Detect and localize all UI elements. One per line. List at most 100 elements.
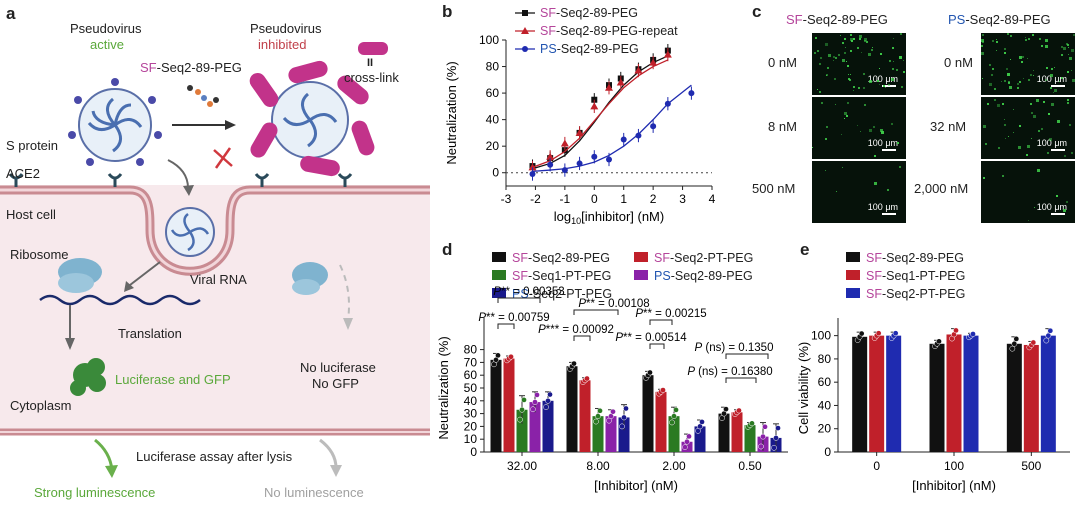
gfp-speckle <box>859 35 862 38</box>
replicate-point <box>936 338 942 345</box>
replicate-point <box>773 435 779 441</box>
gfp-speckle <box>981 45 983 47</box>
gfp-speckle <box>1004 80 1006 82</box>
gfp-speckle <box>1004 48 1006 50</box>
translation-label: Translation <box>118 326 182 341</box>
s-protein-label: S protein <box>6 138 59 153</box>
gfp-speckle <box>1046 67 1048 69</box>
bracket <box>573 309 619 315</box>
gfp-speckle <box>994 99 996 101</box>
gfp-speckle <box>835 104 836 105</box>
gfp-speckle <box>849 79 851 81</box>
gfp-speckle <box>1054 89 1057 92</box>
bar <box>542 400 554 452</box>
gfp-speckle <box>1002 103 1004 105</box>
gfp-speckle <box>874 182 877 185</box>
p-value-label: P** = 0.00353 <box>493 286 564 298</box>
data-point <box>605 83 613 91</box>
gfp-speckle <box>835 57 837 59</box>
gfp-speckle <box>842 167 843 168</box>
gfp-speckle <box>893 61 894 62</box>
bar <box>1006 343 1022 452</box>
data-point <box>590 102 599 110</box>
gfp-speckle <box>1049 138 1052 141</box>
gfp-speckle <box>879 68 880 69</box>
replicate-point <box>762 423 768 430</box>
gfp-speckle <box>814 52 816 54</box>
gfp-speckle <box>1041 128 1043 130</box>
annotation-3: P** = 0.00108 <box>573 298 650 315</box>
gfp-speckle <box>817 50 819 52</box>
gfp-speckle <box>887 189 889 191</box>
gfp-speckle <box>861 52 862 53</box>
x-tick-label: -2 <box>530 192 541 206</box>
panel-b-label: b <box>442 2 453 21</box>
crosslink-symbol: II <box>367 57 374 69</box>
data-point <box>616 78 625 86</box>
legend-swatch <box>846 252 860 262</box>
gfp-speckle <box>893 38 894 39</box>
micrograph-ps-32nm: 100 μm <box>981 97 1075 159</box>
y-axis-label: Neutralization (%) <box>444 61 459 164</box>
gfp-speckle <box>897 142 899 144</box>
bar <box>516 409 528 452</box>
bracket <box>497 323 515 329</box>
series-1 <box>528 47 672 175</box>
y-axis-label: Cell viability (%) <box>798 342 811 434</box>
replicate-point <box>647 369 653 376</box>
replicate-point <box>699 419 705 425</box>
gfp-speckle <box>1021 61 1023 63</box>
x-tick-label: 8.00 <box>586 459 610 473</box>
gfp-speckle <box>1036 99 1039 102</box>
replicate-point <box>1013 336 1020 342</box>
annotation-5: P** = 0.00215 <box>635 308 707 325</box>
ribosome-icon <box>58 258 102 293</box>
data-point <box>561 167 568 174</box>
x-tick-label: 2 <box>650 192 657 206</box>
luciferase-icon <box>70 358 106 396</box>
x-tick-label: 0.50 <box>738 459 762 473</box>
replicate-point <box>508 353 514 360</box>
gfp-speckle <box>863 73 865 75</box>
bar <box>718 413 730 452</box>
gfp-speckle <box>1023 78 1024 79</box>
gfp-speckle <box>1028 38 1030 40</box>
gfp-speckle <box>1031 112 1033 114</box>
replicate-point <box>545 397 551 404</box>
inhibited-virus <box>249 60 375 177</box>
legend-entry: SF-Seq1-PT-PEG <box>512 269 611 283</box>
gfp-speckle <box>982 34 984 36</box>
gfp-speckle <box>1004 119 1005 120</box>
replicate-point <box>1043 337 1050 344</box>
gfp-speckle <box>1004 52 1006 54</box>
gfp-speckle <box>989 83 992 86</box>
gfp-speckle <box>821 102 823 104</box>
micrograph-sf-8nm: 100 μm <box>812 97 906 159</box>
panel-c-left-title: SF-Seq2-89-PEG <box>786 12 888 27</box>
gfp-speckle <box>881 131 884 134</box>
bar <box>579 380 591 452</box>
gfp-speckle <box>1010 35 1012 37</box>
host-cell-label: Host cell <box>6 207 56 222</box>
active-label: active <box>90 37 124 52</box>
gfp-speckle <box>1025 39 1027 41</box>
gfp-speckle <box>1068 54 1069 55</box>
inhibited-label: inhibited <box>258 37 307 52</box>
legend-entry: PS-Seq2-89-PEG <box>540 42 639 56</box>
gfp-speckle <box>819 91 821 93</box>
x-tick-label: 2.00 <box>662 459 686 473</box>
annotation-1: P** = 0.00353 <box>493 286 565 303</box>
gfp-speckle <box>815 37 817 39</box>
p-value-label: P** = 0.00514 <box>615 332 687 344</box>
fit-curve <box>532 59 669 169</box>
replicate-point <box>1011 340 1018 347</box>
gfp-speckle <box>1019 125 1021 127</box>
y-tick-label: 50 <box>464 381 478 395</box>
gfp-speckle <box>1013 109 1014 110</box>
gfp-speckle <box>1010 59 1011 60</box>
gfp-speckle <box>1069 124 1071 126</box>
replicate-point <box>610 408 616 415</box>
gfp-speckle <box>903 60 904 61</box>
crosslink-icon <box>358 42 388 55</box>
legend-swatch <box>492 270 506 280</box>
